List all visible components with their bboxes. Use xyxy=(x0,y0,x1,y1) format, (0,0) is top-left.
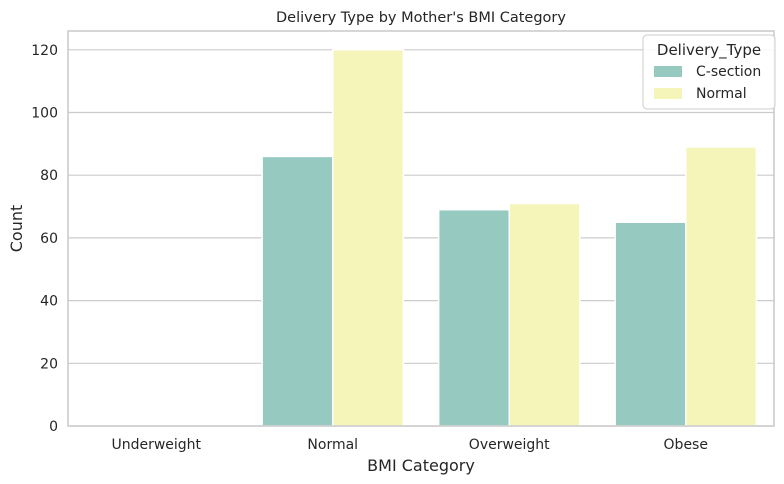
legend-title: Delivery_Type xyxy=(657,41,761,60)
legend: Delivery_Type C-section Normal xyxy=(642,34,776,110)
bar-normal-c-section xyxy=(261,155,334,427)
legend-label: C-section xyxy=(696,64,761,80)
y-tick-labels: 0 20 40 60 80 100 120 xyxy=(31,43,58,435)
y-tick-label: 80 xyxy=(40,168,58,184)
y-tick-label: 20 xyxy=(40,356,58,372)
legend-swatch xyxy=(654,66,682,77)
x-tick-label: Obese xyxy=(664,437,708,453)
y-tick-label: 100 xyxy=(31,106,58,122)
bars xyxy=(261,49,758,427)
x-tick-label: Normal xyxy=(307,437,358,453)
bar-obese-c-section xyxy=(614,221,687,427)
bar-obese-normal xyxy=(685,146,758,427)
bar-overweight-c-section xyxy=(437,208,510,427)
y-tick-label: 0 xyxy=(49,419,58,435)
x-tick-label: Underweight xyxy=(111,437,201,453)
y-tick-label: 120 xyxy=(31,43,58,59)
x-tick-labels: Underweight Normal Overweight Obese xyxy=(111,437,708,453)
x-tick-label: Overweight xyxy=(469,437,550,453)
y-tick-label: 60 xyxy=(40,231,58,247)
y-axis-label: Count xyxy=(7,205,26,253)
y-tick-label: 40 xyxy=(40,294,58,310)
chart-title: Delivery Type by Mother's BMI Category xyxy=(276,10,566,26)
bar-normal-normal xyxy=(332,49,405,427)
bar-overweight-normal xyxy=(508,202,581,427)
legend-swatch xyxy=(654,88,682,99)
plot-frame xyxy=(67,30,775,427)
x-axis-label: BMI Category xyxy=(367,456,475,475)
gridlines xyxy=(68,49,774,427)
legend-label: Normal xyxy=(696,86,747,102)
